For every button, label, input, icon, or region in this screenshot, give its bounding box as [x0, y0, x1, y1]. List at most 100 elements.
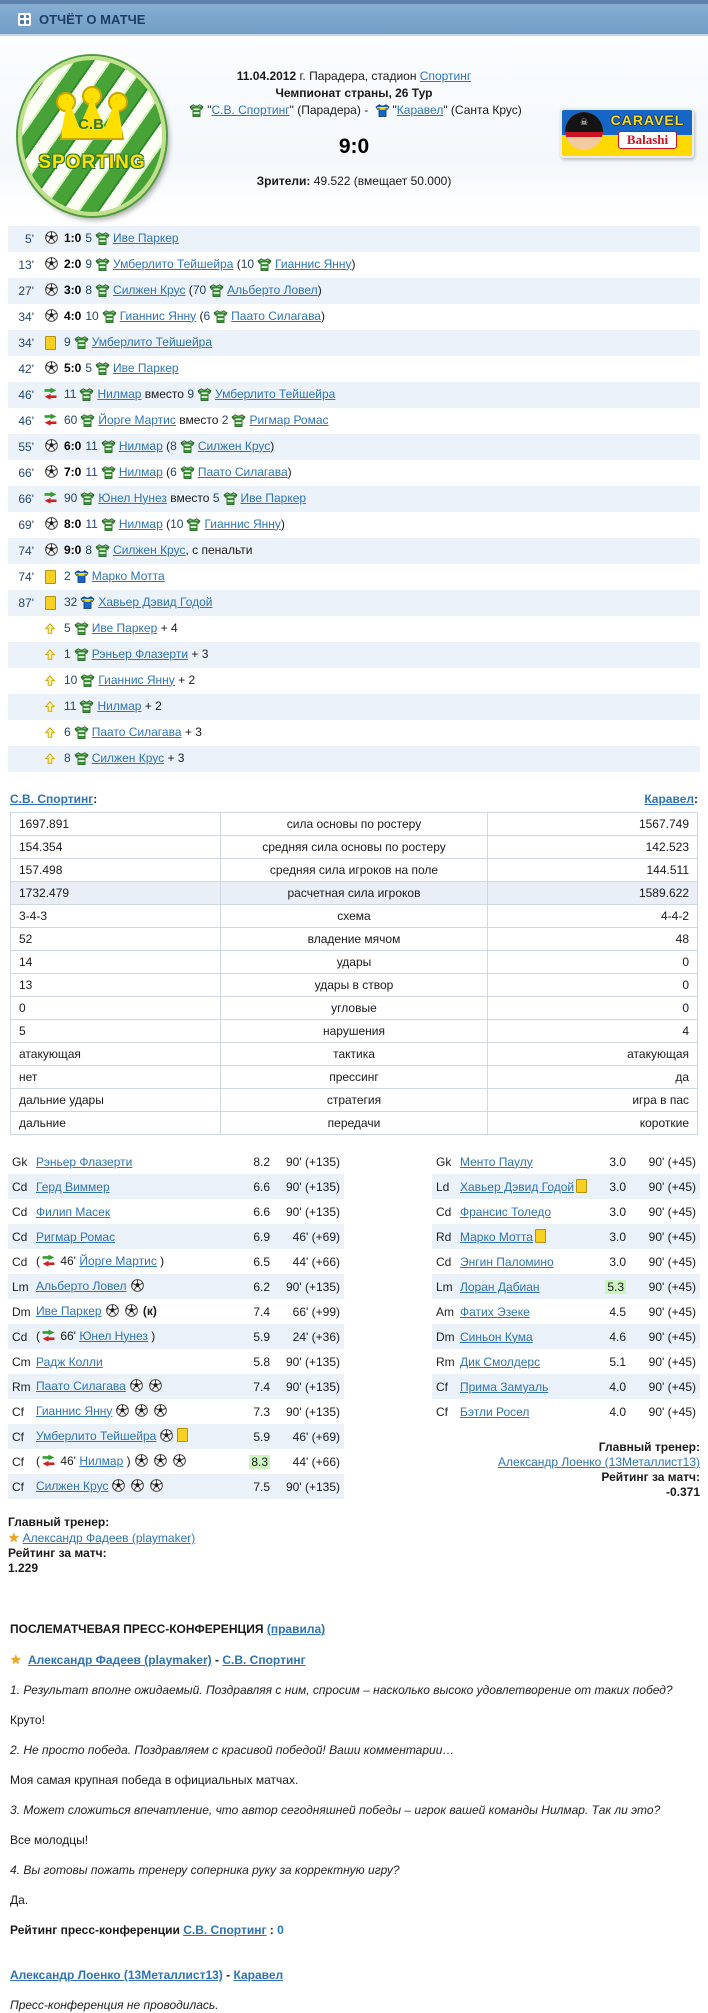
player-link[interactable]: Синьон Кума — [460, 1329, 533, 1344]
player-link[interactable]: Фатих Эзеке — [460, 1304, 530, 1319]
player-link[interactable]: Гианнис Янну — [204, 516, 281, 531]
player-link[interactable]: Юнел Нунез — [79, 1328, 148, 1343]
home-shirt-icon — [80, 413, 95, 430]
player-position: Lm — [12, 1279, 29, 1294]
stats-home-value: атакующая — [9, 1042, 222, 1066]
player-link[interactable]: Франсис Толедо — [460, 1204, 552, 1219]
player-link[interactable]: Марко Мотта — [91, 568, 165, 583]
player-link[interactable]: Иве Паркер — [91, 620, 158, 635]
player-link[interactable]: Юнел Нунез — [98, 490, 167, 505]
player-link[interactable]: Бэтли Росел — [460, 1404, 530, 1419]
player-link[interactable]: Нилмар — [118, 516, 163, 531]
player-link[interactable]: Ригмар Ромас — [249, 412, 329, 427]
player-link[interactable]: Энгин Паломино — [460, 1254, 554, 1269]
press-home-team-link[interactable]: С.В. Спортинг — [222, 1653, 306, 1667]
player-link[interactable]: Нилмар — [97, 386, 142, 401]
home-coach-link[interactable]: Александр Фадеев (playmaker) — [22, 1531, 196, 1545]
player-link[interactable]: Рэньер Флазерти — [36, 1154, 133, 1169]
player-link[interactable]: Прима Замуаль — [460, 1379, 549, 1394]
player-link[interactable]: Умберлито Тейшейра — [113, 256, 234, 271]
player-link[interactable]: Паато Силагава — [91, 724, 182, 739]
substitution-icon — [42, 1254, 55, 1270]
press-home-coach-link[interactable]: Александр Фадеев (playmaker) — [28, 1653, 212, 1667]
player-link[interactable]: Гианнис Янну — [36, 1403, 113, 1418]
stats-away-value: 1589.622 — [486, 881, 699, 905]
press-away-note: Пресс-конференция не проводилась. — [10, 1998, 219, 2012]
player-link[interactable]: Рэньер Флазерти — [91, 646, 189, 661]
player-rating: 6.6 — [253, 1179, 270, 1194]
player-link[interactable]: Гианнис Янну — [119, 308, 197, 323]
player-link[interactable]: Иве Паркер — [36, 1303, 102, 1318]
player-link[interactable]: Силжен Крус — [91, 750, 165, 765]
player-link[interactable]: Дик Смолдерс — [460, 1354, 541, 1369]
player-link[interactable]: Умберлито Тейшейра — [215, 386, 336, 401]
player-link[interactable]: Умберлито Тейшейра — [91, 334, 213, 349]
player-link[interactable]: Менто Паулу — [460, 1154, 533, 1169]
press-away-team-link[interactable]: Каравел — [233, 1968, 284, 1982]
player-link[interactable]: Альберто Ловел — [36, 1278, 127, 1293]
player-minutes: 46' (+69) — [292, 1429, 340, 1444]
away-team-link[interactable]: Каравел — [644, 792, 694, 806]
stats-label: владение мячом — [220, 927, 488, 951]
ball-icon — [44, 257, 58, 273]
ball-icon — [129, 1378, 143, 1395]
player-link[interactable]: Йорге Мартис — [79, 1253, 157, 1268]
lineups: Gk Рэньер Флазерти 8.2 90' (+135) Cd Герд Вим… — [8, 1149, 700, 1576]
player-link[interactable]: Паато Силагава — [197, 464, 288, 479]
player-row: Cd Ригмар Ромас 6.9 46' (+69) — [8, 1224, 344, 1249]
player-link[interactable]: Иве Паркер — [240, 490, 307, 505]
press-answer: Круто! — [10, 1713, 45, 1727]
player-row: Dm Синьон Кума 4.6 90' (+45) — [432, 1324, 700, 1349]
substitution-icon — [42, 1329, 55, 1345]
player-position: Cd — [12, 1329, 28, 1344]
player-link[interactable]: Паато Силагава — [36, 1378, 126, 1393]
home-team-link[interactable]: С.В. Спортинг — [211, 103, 290, 117]
player-position: Cd — [12, 1179, 28, 1194]
player-position: Ld — [436, 1179, 450, 1194]
player-link[interactable]: Лоран Дабиан — [460, 1279, 540, 1294]
stadium-link[interactable]: Спортинг — [419, 69, 472, 83]
away-team-link[interactable]: Каравел — [396, 103, 444, 117]
player-link[interactable]: Паато Силагава — [231, 308, 321, 323]
player-row: Lm Альберто Ловел 6.2 90' (+135) — [8, 1274, 344, 1299]
player-link[interactable]: Гианнис Янну — [275, 256, 352, 271]
player-link[interactable]: Йорге Мартис — [98, 412, 176, 427]
press-qa: 1. Результат вполне ожидаемый. Поздравля… — [10, 1683, 698, 1908]
player-link[interactable]: Нилмар — [97, 698, 142, 713]
player-link[interactable]: Силжен Крус — [113, 282, 186, 297]
player-minutes: 90' (+135) — [286, 1204, 340, 1219]
home-shirt-icon — [74, 647, 89, 664]
player-row: Cd Франсис Толедо 3.0 90' (+45) — [432, 1199, 700, 1224]
player-link[interactable]: Нилмар — [118, 464, 163, 479]
press-rating-team-link[interactable]: С.В. Спортинг — [183, 1923, 267, 1937]
press-rules-link[interactable]: (правила) — [266, 1622, 326, 1636]
player-link[interactable]: Хавьер Дэвид Годой — [460, 1180, 575, 1194]
player-link[interactable]: Нилмар — [79, 1453, 124, 1468]
away-coach-link[interactable]: Александр Лоенко (13Металлист13) — [498, 1455, 700, 1469]
home-team-link[interactable]: С.В. Спортинг — [10, 792, 94, 806]
substitution-icon — [44, 491, 57, 507]
away-logo-text2: Balashi — [617, 131, 678, 149]
player-link[interactable]: Нилмар — [118, 438, 163, 453]
player-link[interactable]: Силжен Крус — [197, 438, 271, 453]
report-icon — [18, 12, 31, 26]
player-rating: 8.3 — [240, 1454, 270, 1469]
player-link[interactable]: Герд Виммер — [36, 1179, 110, 1194]
player-link[interactable]: Умберлито Тейшейра — [36, 1429, 157, 1443]
player-link[interactable]: Филип Масек — [36, 1204, 111, 1219]
player-link[interactable]: Иве Паркер — [113, 360, 179, 375]
stats-row: 0 угловые 0 — [9, 996, 699, 1020]
player-link[interactable]: Силжен Крус — [36, 1478, 109, 1493]
player-link[interactable]: Силжен Крус — [113, 542, 186, 557]
player-link[interactable]: Марко Мотта — [460, 1230, 533, 1244]
player-link[interactable]: Альберто Ловел — [227, 282, 318, 297]
player-link[interactable]: Гианнис Янну — [98, 672, 175, 687]
player-link[interactable]: Ригмар Ромас — [36, 1229, 116, 1244]
player-link[interactable]: Иве Паркер — [113, 230, 179, 245]
player-link[interactable]: Хавьер Дэвид Годой — [98, 594, 213, 609]
player-rating: 3.0 — [609, 1154, 626, 1169]
stats-label: средняя сила игроков на поле — [220, 858, 488, 882]
press-away-coach-link[interactable]: Александр Лоенко (13Металлист13) — [10, 1968, 223, 1982]
home-shirt-icon — [80, 673, 95, 690]
player-link[interactable]: Радж Колли — [36, 1354, 103, 1369]
